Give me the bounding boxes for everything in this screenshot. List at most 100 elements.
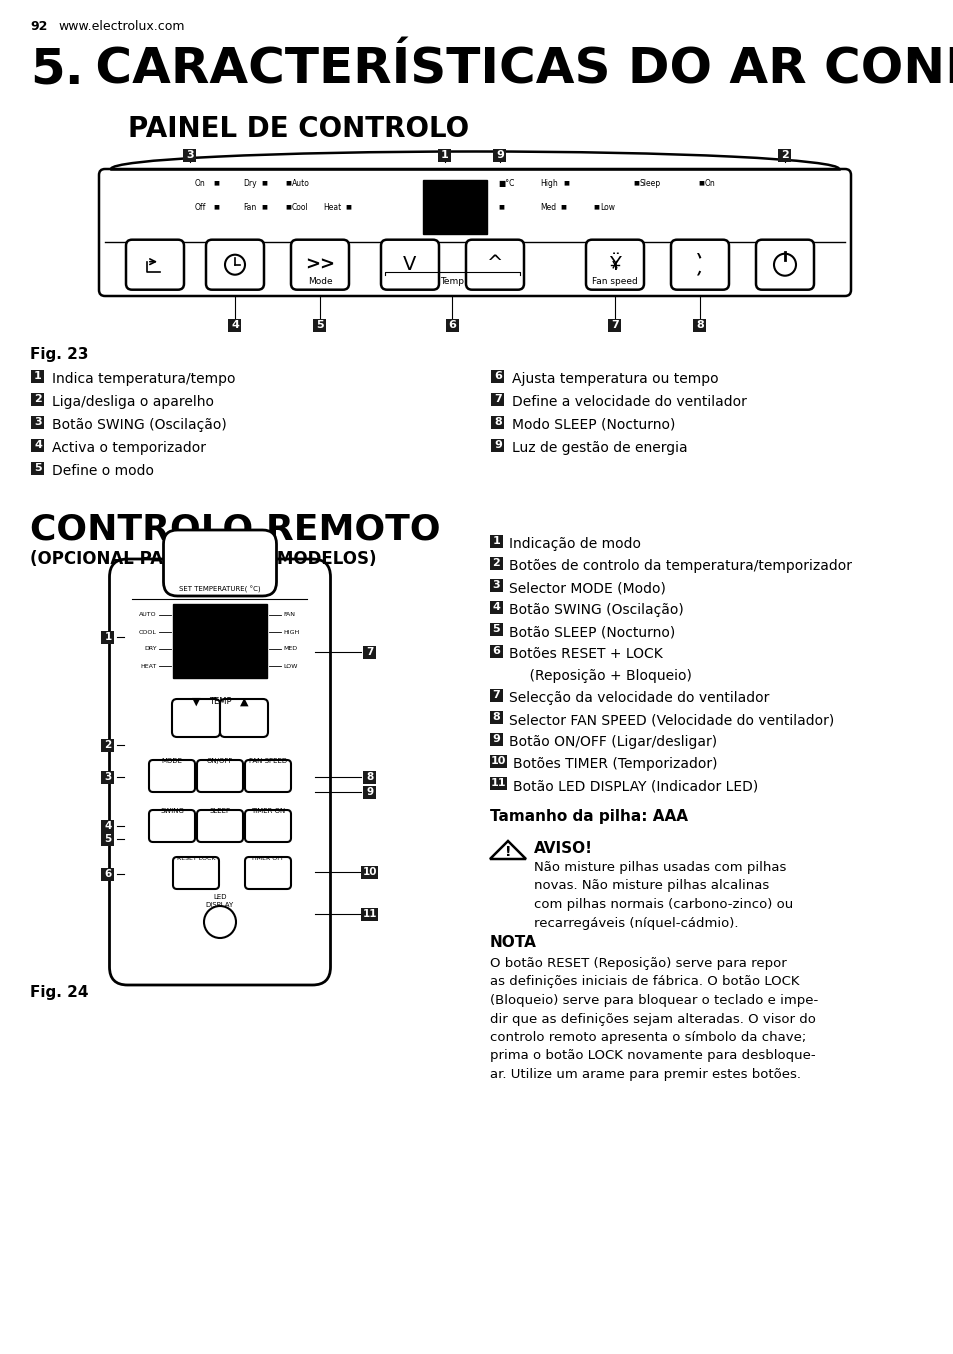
Text: ■: ■ bbox=[261, 180, 267, 185]
Text: HIGH: HIGH bbox=[283, 630, 299, 635]
FancyBboxPatch shape bbox=[490, 556, 502, 570]
FancyBboxPatch shape bbox=[172, 699, 220, 737]
FancyBboxPatch shape bbox=[245, 857, 291, 890]
FancyBboxPatch shape bbox=[490, 711, 502, 723]
Text: Cool: Cool bbox=[292, 203, 309, 211]
FancyBboxPatch shape bbox=[101, 833, 114, 845]
FancyBboxPatch shape bbox=[196, 810, 243, 842]
Text: 9: 9 bbox=[366, 787, 374, 798]
Text: DRY: DRY bbox=[144, 646, 157, 651]
FancyBboxPatch shape bbox=[491, 439, 504, 451]
FancyBboxPatch shape bbox=[314, 318, 326, 332]
Text: Botões de controlo da temperatura/temporizador: Botões de controlo da temperatura/tempor… bbox=[509, 559, 851, 573]
FancyBboxPatch shape bbox=[465, 240, 523, 290]
FancyBboxPatch shape bbox=[220, 699, 268, 737]
Text: 8: 8 bbox=[492, 712, 500, 722]
Text: (Reposição + Bloqueio): (Reposição + Bloqueio) bbox=[512, 669, 691, 682]
Text: 8: 8 bbox=[366, 772, 374, 783]
Text: ■: ■ bbox=[213, 204, 218, 210]
Text: 5: 5 bbox=[104, 834, 112, 844]
Text: 6: 6 bbox=[494, 371, 501, 380]
FancyBboxPatch shape bbox=[363, 646, 376, 658]
Text: 3: 3 bbox=[34, 417, 42, 427]
Text: Selector FAN SPEED (Velocidade do ventilador): Selector FAN SPEED (Velocidade do ventil… bbox=[509, 714, 833, 727]
Text: SLEEP: SLEEP bbox=[210, 808, 231, 814]
FancyBboxPatch shape bbox=[490, 601, 502, 613]
FancyBboxPatch shape bbox=[778, 149, 791, 161]
FancyBboxPatch shape bbox=[229, 318, 241, 332]
Text: Botão ON/OFF (Ligar/desligar): Botão ON/OFF (Ligar/desligar) bbox=[509, 735, 717, 749]
FancyBboxPatch shape bbox=[363, 770, 376, 784]
Text: 92: 92 bbox=[30, 20, 48, 32]
Text: On: On bbox=[194, 179, 206, 188]
FancyBboxPatch shape bbox=[755, 240, 813, 290]
Text: ■: ■ bbox=[285, 180, 291, 185]
Text: 4: 4 bbox=[231, 320, 238, 330]
Text: ■: ■ bbox=[345, 204, 351, 210]
FancyBboxPatch shape bbox=[361, 907, 378, 921]
FancyBboxPatch shape bbox=[183, 149, 196, 161]
FancyBboxPatch shape bbox=[110, 559, 330, 984]
Text: Selecção da velocidade do ventilador: Selecção da velocidade do ventilador bbox=[509, 691, 768, 705]
Text: ▲: ▲ bbox=[239, 697, 248, 707]
Text: 1: 1 bbox=[34, 371, 42, 380]
Text: 5: 5 bbox=[492, 624, 499, 634]
Text: Ÿ: Ÿ bbox=[608, 255, 620, 275]
FancyBboxPatch shape bbox=[493, 149, 506, 161]
Text: ■: ■ bbox=[213, 180, 218, 185]
Text: Fig. 23: Fig. 23 bbox=[30, 347, 89, 362]
FancyBboxPatch shape bbox=[585, 240, 643, 290]
Text: (OPCIONAL PARA ALGUNS MODELOS): (OPCIONAL PARA ALGUNS MODELOS) bbox=[30, 550, 376, 567]
Text: RESET LOCK: RESET LOCK bbox=[176, 856, 215, 861]
Text: 1: 1 bbox=[440, 150, 449, 160]
FancyBboxPatch shape bbox=[490, 754, 506, 768]
Text: ■: ■ bbox=[593, 204, 598, 210]
FancyBboxPatch shape bbox=[31, 416, 45, 428]
Text: 7: 7 bbox=[611, 320, 618, 330]
Text: Define o modo: Define o modo bbox=[52, 464, 153, 478]
Text: 6: 6 bbox=[448, 320, 456, 330]
Text: 9: 9 bbox=[496, 150, 503, 160]
Text: Dry: Dry bbox=[243, 179, 256, 188]
Text: COOL: COOL bbox=[139, 630, 157, 635]
Text: TIMER ON: TIMER ON bbox=[251, 808, 285, 814]
FancyBboxPatch shape bbox=[99, 169, 850, 297]
Text: ■: ■ bbox=[261, 204, 267, 210]
FancyBboxPatch shape bbox=[172, 857, 219, 890]
FancyBboxPatch shape bbox=[196, 760, 243, 792]
Text: CARACTERÍSTICAS DO AR CONDICIONADO: CARACTERÍSTICAS DO AR CONDICIONADO bbox=[78, 45, 953, 93]
Circle shape bbox=[773, 253, 795, 276]
FancyBboxPatch shape bbox=[491, 393, 504, 405]
FancyBboxPatch shape bbox=[363, 785, 376, 799]
Text: ON/OFF: ON/OFF bbox=[207, 758, 233, 764]
Text: Define a velocidade do ventilador: Define a velocidade do ventilador bbox=[512, 395, 746, 409]
Text: Ajusta temperatura ou tempo: Ajusta temperatura ou tempo bbox=[512, 372, 718, 386]
Text: 7: 7 bbox=[492, 691, 500, 700]
FancyBboxPatch shape bbox=[491, 416, 504, 428]
Text: Heat: Heat bbox=[323, 203, 341, 211]
Polygon shape bbox=[490, 841, 525, 858]
Text: 9: 9 bbox=[492, 734, 500, 743]
Text: ■°C: ■°C bbox=[497, 179, 514, 188]
Text: AUTO: AUTO bbox=[139, 612, 157, 617]
FancyBboxPatch shape bbox=[693, 318, 706, 332]
FancyBboxPatch shape bbox=[245, 760, 291, 792]
Text: ■: ■ bbox=[559, 204, 565, 210]
Text: Modo SLEEP (Nocturno): Modo SLEEP (Nocturno) bbox=[512, 418, 675, 432]
FancyBboxPatch shape bbox=[31, 462, 45, 474]
Text: 2: 2 bbox=[492, 558, 500, 567]
Text: ■: ■ bbox=[698, 180, 703, 185]
Text: 6: 6 bbox=[492, 646, 500, 655]
Text: 10: 10 bbox=[490, 756, 506, 766]
FancyBboxPatch shape bbox=[206, 240, 264, 290]
FancyBboxPatch shape bbox=[490, 535, 502, 547]
Text: 9: 9 bbox=[494, 440, 501, 450]
Text: MODE: MODE bbox=[161, 758, 182, 764]
Text: 3: 3 bbox=[492, 580, 499, 590]
Text: 5: 5 bbox=[315, 320, 323, 330]
Text: 3: 3 bbox=[186, 150, 193, 160]
Text: 10: 10 bbox=[362, 867, 376, 877]
Text: >>: >> bbox=[305, 256, 335, 274]
Text: Low: Low bbox=[599, 203, 615, 211]
Text: 2: 2 bbox=[104, 741, 112, 750]
